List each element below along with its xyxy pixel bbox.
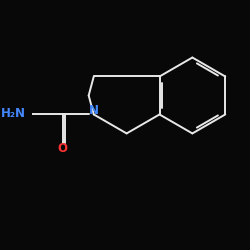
- Text: O: O: [58, 142, 68, 155]
- Text: H₂N: H₂N: [1, 106, 26, 120]
- Text: N: N: [89, 104, 99, 117]
